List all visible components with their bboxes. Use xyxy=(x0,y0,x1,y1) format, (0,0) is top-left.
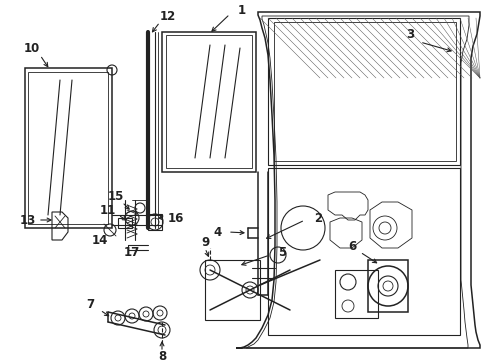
Text: 3: 3 xyxy=(406,28,414,41)
Text: 12: 12 xyxy=(160,9,176,22)
Text: 13: 13 xyxy=(20,213,36,226)
Text: 16: 16 xyxy=(168,211,184,225)
Text: 8: 8 xyxy=(158,350,166,360)
Text: 2: 2 xyxy=(314,211,322,225)
Text: 4: 4 xyxy=(214,225,222,238)
Text: 9: 9 xyxy=(201,235,209,248)
Text: 11: 11 xyxy=(100,203,116,216)
Text: 5: 5 xyxy=(278,246,286,258)
Text: 1: 1 xyxy=(238,4,246,17)
Text: 14: 14 xyxy=(92,234,108,247)
Text: 7: 7 xyxy=(86,298,94,311)
Text: 6: 6 xyxy=(348,239,356,252)
Text: 17: 17 xyxy=(124,246,140,258)
Text: 15: 15 xyxy=(108,189,124,202)
Text: 10: 10 xyxy=(24,41,40,54)
